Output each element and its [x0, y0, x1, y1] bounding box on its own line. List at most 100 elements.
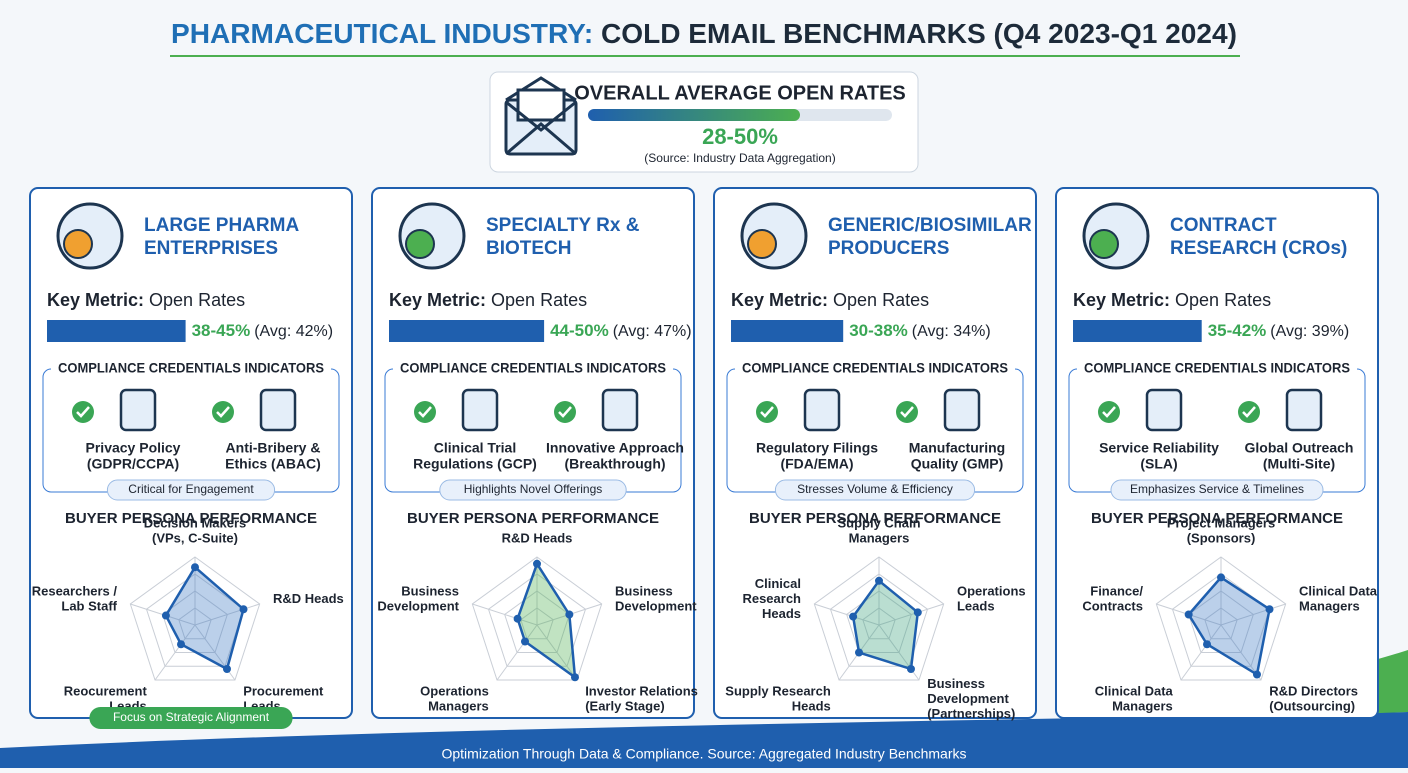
- radar-axis-label: Decision Makers: [144, 515, 247, 530]
- radar-spoke: [878, 603, 944, 626]
- radar-axis-label: Lab Staff: [61, 599, 117, 614]
- compliance-heading-bg: [735, 359, 1015, 379]
- indicator-icon: [803, 388, 841, 432]
- open-rate-bar: [389, 320, 545, 342]
- key-metric: Key Metric: Open Rates: [1073, 290, 1271, 310]
- radar-spoke: [154, 624, 196, 681]
- key-metric: Key Metric: Open Rates: [389, 290, 587, 310]
- indicator-label: Manufacturing: [909, 440, 1005, 456]
- open-rate-avg: (Avg: 34%): [912, 323, 991, 340]
- radar-ring: [471, 556, 603, 681]
- radar-point: [855, 648, 864, 657]
- overall-title: OVERALL AVERAGE OPEN RATES: [574, 82, 906, 104]
- check-mark: [760, 406, 774, 418]
- radar-point: [513, 614, 522, 623]
- radar-axis-label: Procurement: [243, 683, 324, 698]
- metric-name: Open Rates: [1175, 290, 1271, 310]
- radar-point: [1252, 670, 1261, 679]
- indicator-label: Global Outreach: [1245, 440, 1354, 456]
- indicator-label: Regulatory Filings: [756, 440, 878, 456]
- metric-label: Key Metric:: [389, 290, 486, 310]
- segment-title: BIOTECH: [486, 238, 572, 259]
- segment-title: SPECIALTY Rx &: [486, 215, 640, 236]
- persona-title: BUYER PERSONA PERFORMANCE: [65, 510, 317, 527]
- radar-axis-label: Finance/: [1090, 584, 1143, 599]
- indicator-icon: [943, 388, 981, 432]
- open-rate-text: 38-45% (Avg: 42%): [192, 321, 333, 340]
- page-title: PHARMACEUTICAL INDUSTRY: COLD EMAIL BENC…: [171, 18, 1237, 49]
- overall-box: [489, 71, 919, 173]
- radar-spoke: [1180, 624, 1222, 681]
- radar-axis-label: Investor Relations: [585, 683, 698, 698]
- indicator-label: Privacy Policy: [86, 440, 181, 456]
- note-pill: [106, 479, 276, 501]
- radar-area: [1187, 575, 1271, 677]
- indicator-label: Anti-Bribery &: [226, 440, 321, 456]
- radar-axis-label: Development: [615, 599, 697, 614]
- note-text: Emphasizes Service & Timelines: [1130, 482, 1304, 496]
- radar-point: [913, 608, 922, 617]
- segment-title: ENTERPRISES: [144, 238, 278, 259]
- title-part: PHARMACEUTICAL INDUSTRY:: [171, 18, 593, 49]
- open-rate-bar: [1073, 320, 1202, 342]
- radar-axis-label: Development: [927, 691, 1009, 706]
- envelope-icon: [504, 76, 578, 156]
- overall-source: (Source: Industry Data Aggregation): [644, 151, 835, 165]
- radar-axis-label: Managers: [1299, 599, 1360, 614]
- indicator-label: Innovative Approach: [546, 440, 684, 456]
- radar-axis-label: Managers: [428, 698, 489, 713]
- segment-title: GENERIC/BIOSIMILAR: [828, 215, 1032, 236]
- compliance-heading: COMPLIANCE CREDENTIALS INDICATORS: [1084, 360, 1350, 376]
- radar-point: [177, 640, 186, 649]
- radar-spoke: [194, 603, 260, 626]
- radar-axis-label: Managers: [1112, 698, 1173, 713]
- segment-title: CONTRACT: [1170, 215, 1277, 236]
- indicator-label: (FDA/EMA): [780, 456, 853, 472]
- indicator-label: (Multi-Site): [1263, 456, 1335, 472]
- radar-spoke: [814, 603, 880, 626]
- compliance-heading-bg: [1077, 359, 1357, 379]
- radar-ring: [829, 573, 929, 667]
- radar-axis-label: (Partnerships): [927, 706, 1015, 721]
- open-rate-range: 38-45%: [192, 321, 251, 340]
- check-mark: [1242, 406, 1256, 418]
- radar-ring: [813, 556, 945, 681]
- radar-point: [1217, 573, 1225, 582]
- footer-wave: [0, 712, 1408, 768]
- open-rate-range: 35-42%: [1208, 321, 1267, 340]
- metric-label: Key Metric:: [731, 290, 828, 310]
- check-mark: [418, 406, 432, 418]
- segment-title: RESEARCH (CROs): [1170, 238, 1347, 259]
- radar-spoke: [496, 624, 538, 681]
- compliance-heading: COMPLIANCE CREDENTIALS INDICATORS: [58, 360, 324, 376]
- check-mark: [900, 406, 914, 418]
- note-text: Stresses Volume & Efficiency: [797, 482, 953, 496]
- footer-note-text: Focus on Strategic Alignment: [113, 710, 270, 724]
- open-rate-avg: (Avg: 47%): [613, 323, 692, 340]
- segment-icon-accent: [405, 229, 435, 259]
- radar-axis-label: Supply Research: [725, 683, 831, 698]
- radar-axis-label: Clinical: [755, 576, 801, 591]
- radar-axis-label: Business: [615, 584, 673, 599]
- persona-title: BUYER PERSONA PERFORMANCE: [407, 510, 659, 527]
- indicator-label: Ethics (ABAC): [225, 456, 321, 472]
- compliance-heading: COMPLIANCE CREDENTIALS INDICATORS: [742, 360, 1008, 376]
- radar-point: [1184, 610, 1193, 619]
- indicator-label: (GDPR/CCPA): [87, 456, 179, 472]
- indicator-label: Regulations (GCP): [413, 456, 537, 472]
- check-mark: [558, 406, 572, 418]
- radar-point: [570, 673, 579, 682]
- segment-title: LARGE PHARMA: [144, 215, 299, 236]
- check-mark: [216, 406, 230, 418]
- persona-title: BUYER PERSONA PERFORMANCE: [1091, 510, 1343, 527]
- radar-axis-label: (Early Stage): [585, 698, 664, 713]
- radar-axis-label: Operations: [420, 683, 489, 698]
- indicator-label: Clinical Trial: [434, 440, 516, 456]
- radar-axis-label: (Outsourcing): [1269, 698, 1355, 713]
- note-pill: [439, 479, 627, 501]
- radar-axis-label: Reocurement: [64, 683, 148, 698]
- radar-point: [849, 612, 858, 621]
- radar-axis-label: Clinical Data: [1095, 683, 1174, 698]
- radar-ring: [1155, 556, 1287, 681]
